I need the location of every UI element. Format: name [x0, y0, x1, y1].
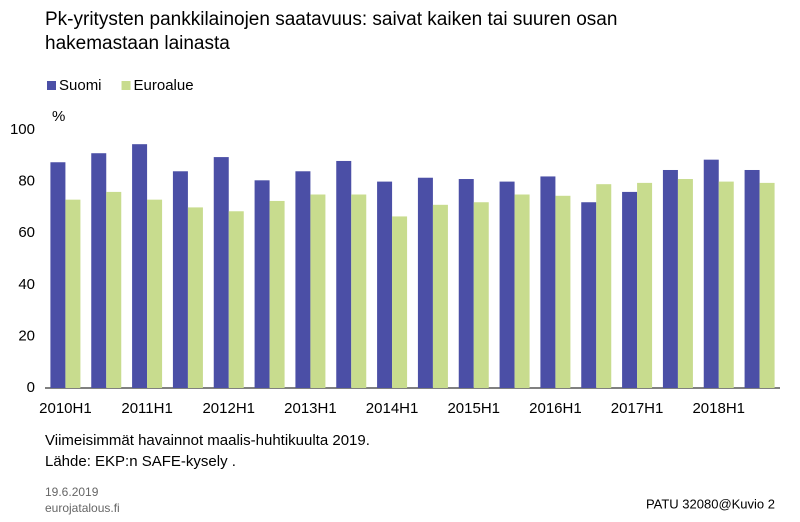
legend-label: Euroalue — [134, 77, 194, 94]
bar — [50, 162, 66, 388]
x-tick-label: 2016H1 — [529, 400, 582, 417]
bar — [377, 181, 393, 388]
bar — [213, 157, 229, 388]
bar — [147, 199, 163, 388]
bar — [514, 194, 530, 388]
bar — [581, 202, 597, 388]
bar — [499, 181, 515, 388]
y-tick-label: 20 — [18, 327, 35, 344]
y-axis-label: % — [52, 108, 65, 125]
footer-date: 19.6.2019 — [45, 485, 99, 499]
bar — [432, 204, 448, 388]
y-tick-label: 40 — [18, 276, 35, 293]
bar — [351, 194, 367, 388]
chart-title: Pk-yritysten pankkilainojen saatavuus: s… — [45, 9, 618, 54]
bar — [132, 144, 148, 388]
x-tick-label: 2017H1 — [611, 400, 664, 417]
x-tick-label: 2010H1 — [39, 400, 92, 417]
bar — [91, 153, 107, 388]
bar — [295, 171, 311, 388]
footer-code: PATU 32080@Kuvio 2 — [646, 496, 775, 511]
bar — [622, 191, 638, 388]
bar — [662, 169, 678, 388]
bar — [677, 179, 693, 388]
bar — [336, 160, 352, 388]
legend-label: Suomi — [59, 77, 102, 94]
x-tick-label: 2014H1 — [366, 400, 419, 417]
x-tick-label: 2018H1 — [692, 400, 745, 417]
bar — [392, 216, 408, 388]
bar — [473, 202, 489, 388]
bar — [417, 177, 433, 388]
bar — [310, 194, 326, 388]
note: Lähde: EKP:n SAFE-kysely . — [45, 453, 236, 470]
bar — [540, 176, 556, 388]
bar — [187, 207, 203, 388]
note: Viimeisimmät havainnot maalis-huhtikuult… — [45, 432, 370, 449]
bar — [106, 191, 122, 388]
x-tick-label: 2012H1 — [202, 400, 255, 417]
bar — [65, 199, 81, 388]
bar — [596, 184, 612, 388]
bar — [555, 195, 571, 388]
y-tick-label: 0 — [27, 379, 35, 396]
bar — [458, 179, 474, 388]
bar — [718, 181, 734, 388]
bar — [759, 182, 775, 388]
y-tick-label: 80 — [18, 173, 35, 190]
legend-swatch — [47, 81, 56, 90]
bar — [228, 211, 244, 388]
bar — [703, 159, 719, 388]
y-tick-label: 100 — [10, 121, 35, 138]
x-tick-label: 2015H1 — [447, 400, 500, 417]
x-tick-label: 2011H1 — [121, 400, 172, 417]
bar — [269, 200, 285, 388]
bar — [637, 182, 653, 388]
y-tick-label: 60 — [18, 224, 35, 241]
bar — [744, 169, 760, 388]
footer-site: eurojatalous.fi — [45, 501, 120, 515]
legend-swatch — [121, 81, 131, 90]
x-tick-label: 2013H1 — [284, 400, 337, 417]
bar — [172, 171, 188, 388]
bar — [254, 180, 270, 388]
